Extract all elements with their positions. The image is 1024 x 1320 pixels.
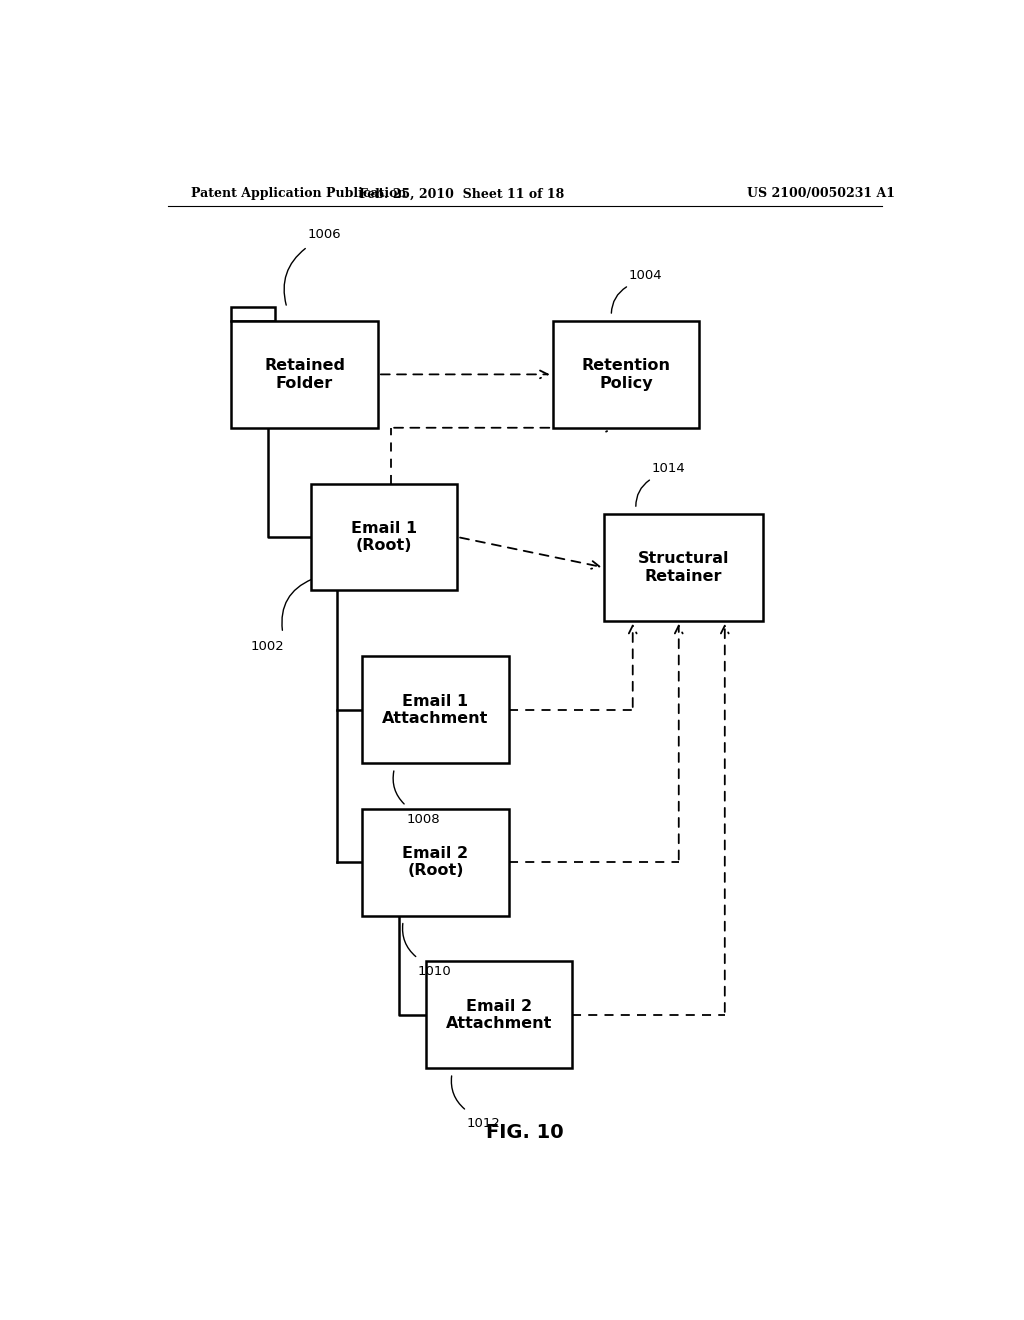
Text: Email 2
Attachment: Email 2 Attachment [445,998,552,1031]
Text: FIG. 10: FIG. 10 [486,1122,563,1142]
Text: Patent Application Publication: Patent Application Publication [191,187,407,201]
Text: US 2100/0050231 A1: US 2100/0050231 A1 [748,187,895,201]
Text: Retention
Policy: Retention Policy [582,358,671,391]
Bar [553,321,699,428]
Text: Email 1
(Root): Email 1 (Root) [351,521,417,553]
Text: Email 2
(Root): Email 2 (Root) [402,846,469,878]
Text: Email 1
Attachment: Email 1 Attachment [382,693,488,726]
Text: 1008: 1008 [407,813,439,825]
Polygon shape [231,308,275,321]
Text: Structural
Retainer: Structural Retainer [638,552,729,583]
Text: 1002: 1002 [251,640,285,653]
Text: Retained
Folder: Retained Folder [264,358,345,391]
Bar [604,515,763,620]
Text: 1012: 1012 [467,1118,501,1130]
Text: 1006: 1006 [307,228,341,242]
Text: Feb. 25, 2010  Sheet 11 of 18: Feb. 25, 2010 Sheet 11 of 18 [358,187,564,201]
Bar [362,809,509,916]
Text: 1014: 1014 [651,462,685,475]
Bar [362,656,509,763]
Bar [310,483,458,590]
Text: 1010: 1010 [418,965,452,978]
Bar [231,321,378,428]
Text: 1004: 1004 [629,269,663,281]
Bar [426,961,572,1068]
